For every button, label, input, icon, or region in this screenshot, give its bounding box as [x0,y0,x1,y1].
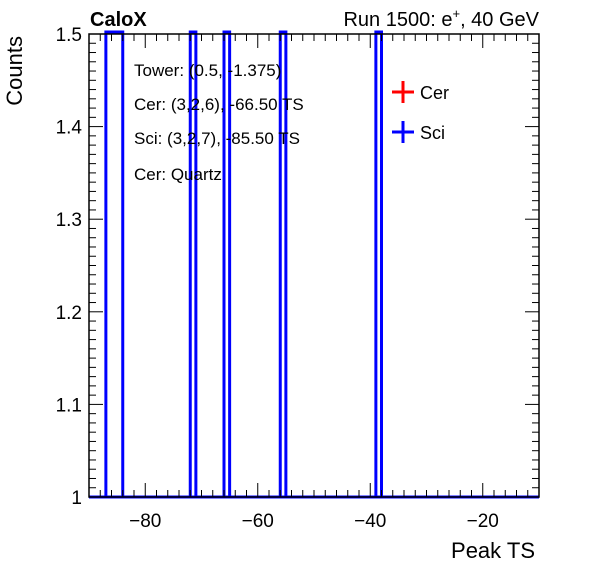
chart-header-left: CaloX [90,9,147,31]
y-tick-label: 1 [71,488,82,509]
y-tick-label: 1.4 [56,118,83,139]
sci-bin-0 [106,32,123,497]
y-tick-label: 1.3 [56,210,82,231]
y-tick-label: 1.1 [56,395,82,416]
annotation-tower: Tower: (0.5, -1.375) [134,61,281,80]
annotation-block: Tower: (0.5, -1.375) Cer: (3,2,6), -66.5… [134,61,304,184]
legend-cer-label: Cer [420,83,449,103]
y-axis-title: Counts [2,36,27,106]
x-tick-label: −20 [467,511,499,532]
annotation-cer-channel: Cer: (3,2,6), -66.50 TS [134,95,304,114]
x-tick-label: −80 [129,511,161,532]
legend: Cer Sci [392,81,449,143]
sci-bin-4 [376,32,382,497]
x-axis-title: Peak TS [451,538,535,563]
legend-sci-label: Sci [420,123,445,143]
annotation-cer-material: Cer: Quartz [134,165,222,184]
x-tick-label: −60 [242,511,274,532]
y-tick-label: 1.2 [56,303,82,324]
chart-header-right: Run 1500: e+, 40 GeV [343,6,539,31]
x-tick-label: −40 [354,511,386,532]
y-tick-label: 1.5 [56,25,82,46]
annotation-sci-channel: Sci: (3,2,7), -85.50 TS [134,129,300,148]
